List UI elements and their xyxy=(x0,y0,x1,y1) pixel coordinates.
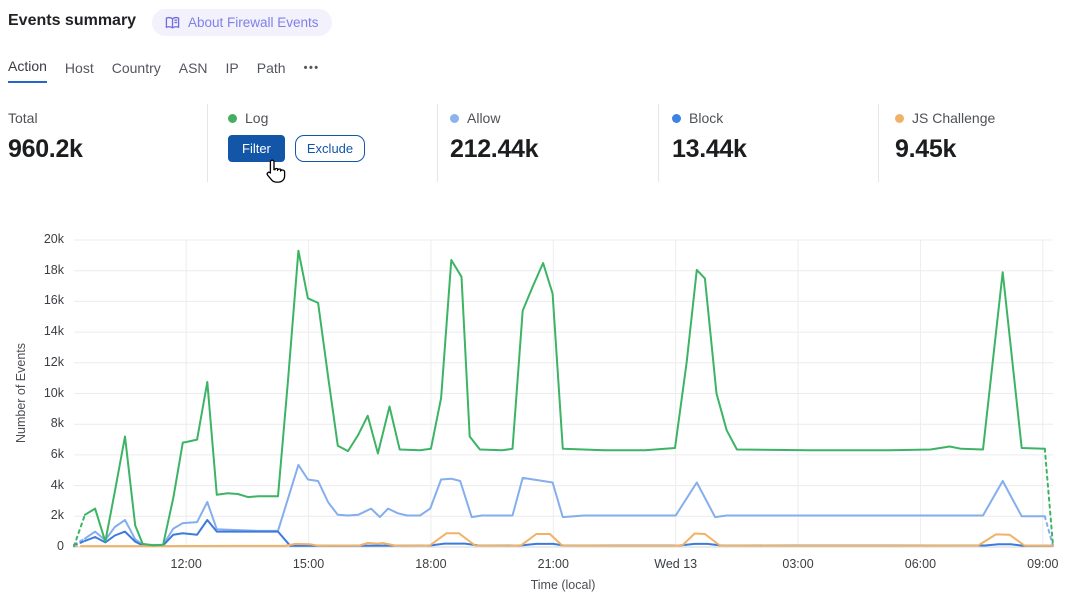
stat-value-js-challenge: 9.45k xyxy=(895,135,957,163)
stat-value-block: 13.44k xyxy=(672,135,747,163)
events-time-series-chart[interactable] xyxy=(73,239,1054,548)
y-axis-tick-label: 12k xyxy=(43,354,64,369)
tabs-more-button[interactable]: ••• xyxy=(303,62,320,74)
stat-divider xyxy=(878,104,879,182)
js-challenge-series-dot xyxy=(895,113,904,123)
y-axis-tick-label: 20k xyxy=(43,232,64,246)
x-axis-tick-label: 12:00 xyxy=(170,557,202,571)
about-firewall-events-badge[interactable]: About Firewall Events xyxy=(152,9,332,36)
y-axis-tick-label: 0 xyxy=(57,539,64,553)
tab-ip[interactable]: IP xyxy=(225,60,239,76)
y-axis-tick-label: 6k xyxy=(50,446,64,461)
stat-card-js-challenge[interactable]: JS Challenge 9.45k xyxy=(895,110,995,164)
series-line-js-challenge xyxy=(83,532,1054,548)
series-line-log-partial-end xyxy=(1043,447,1054,547)
y-axis-tick-label: 2k xyxy=(50,508,64,523)
allow-series-dot xyxy=(450,113,459,123)
filter-button[interactable]: Filter xyxy=(228,135,285,162)
x-axis-tick-label: 03:00 xyxy=(782,557,814,571)
tab-host[interactable]: Host xyxy=(64,60,94,76)
stat-divider xyxy=(207,104,208,182)
stat-card-total: Total 960.2k xyxy=(8,110,83,164)
stat-value-allow: 212.44k xyxy=(450,135,539,163)
cursor-pointer xyxy=(264,158,287,190)
stat-label-js-challenge: JS Challenge xyxy=(912,110,996,126)
tab-action[interactable]: Action xyxy=(8,58,47,83)
x-axis-tick-label: 09:00 xyxy=(1027,557,1059,571)
exclude-button[interactable]: Exclude xyxy=(294,135,366,162)
series-line-log xyxy=(83,249,1046,547)
y-axis-tick-label: 14k xyxy=(43,324,64,339)
book-icon xyxy=(165,16,180,30)
tab-asn[interactable]: ASN xyxy=(178,60,208,76)
y-axis-tick-label: 4k xyxy=(50,477,64,492)
summary-tabs: Action Host Country ASN IP Path ••• xyxy=(8,58,320,83)
about-badge-label: About Firewall Events xyxy=(188,15,319,30)
stat-divider xyxy=(437,104,438,182)
stat-card-allow[interactable]: Allow 212.44k xyxy=(450,110,539,164)
x-axis-tick-label: Wed 13 xyxy=(654,557,698,571)
stat-card-log[interactable]: Log Filter Exclude xyxy=(228,110,366,162)
series-line-block xyxy=(83,519,1054,547)
series-line-allow xyxy=(83,463,1046,546)
y-axis-tick-label: 16k xyxy=(43,293,64,308)
stat-label-allow: Allow xyxy=(467,110,501,126)
x-axis-tick-label: 15:00 xyxy=(292,557,325,571)
x-axis-title: Time (local) xyxy=(530,578,596,592)
log-series-dot xyxy=(228,113,237,123)
tab-path[interactable]: Path xyxy=(256,60,286,76)
stat-divider xyxy=(658,104,659,182)
x-axis-tick-label: 18:00 xyxy=(415,557,447,571)
y-axis-tick-label: 8k xyxy=(50,416,64,431)
page-title: Events summary xyxy=(8,12,137,29)
series-line-block-partial-start xyxy=(73,539,86,547)
stat-label-block: Block xyxy=(689,110,724,126)
x-axis-tick-label: 06:00 xyxy=(904,557,937,571)
y-axis-tick-label: 18k xyxy=(43,262,64,277)
stat-card-block[interactable]: Block 13.44k xyxy=(672,110,747,164)
stat-value-total: 960.2k xyxy=(8,135,83,163)
tab-country[interactable]: Country xyxy=(111,60,161,76)
block-series-dot xyxy=(672,113,681,123)
x-axis-tick-label: 21:00 xyxy=(537,557,569,571)
series-line-log-partial-start xyxy=(73,513,86,548)
stat-label-total: Total xyxy=(8,110,38,126)
y-axis-tick-label: 10k xyxy=(43,385,64,400)
series-line-allow-partial-end xyxy=(1043,515,1054,547)
stat-label-log: Log xyxy=(245,110,269,126)
